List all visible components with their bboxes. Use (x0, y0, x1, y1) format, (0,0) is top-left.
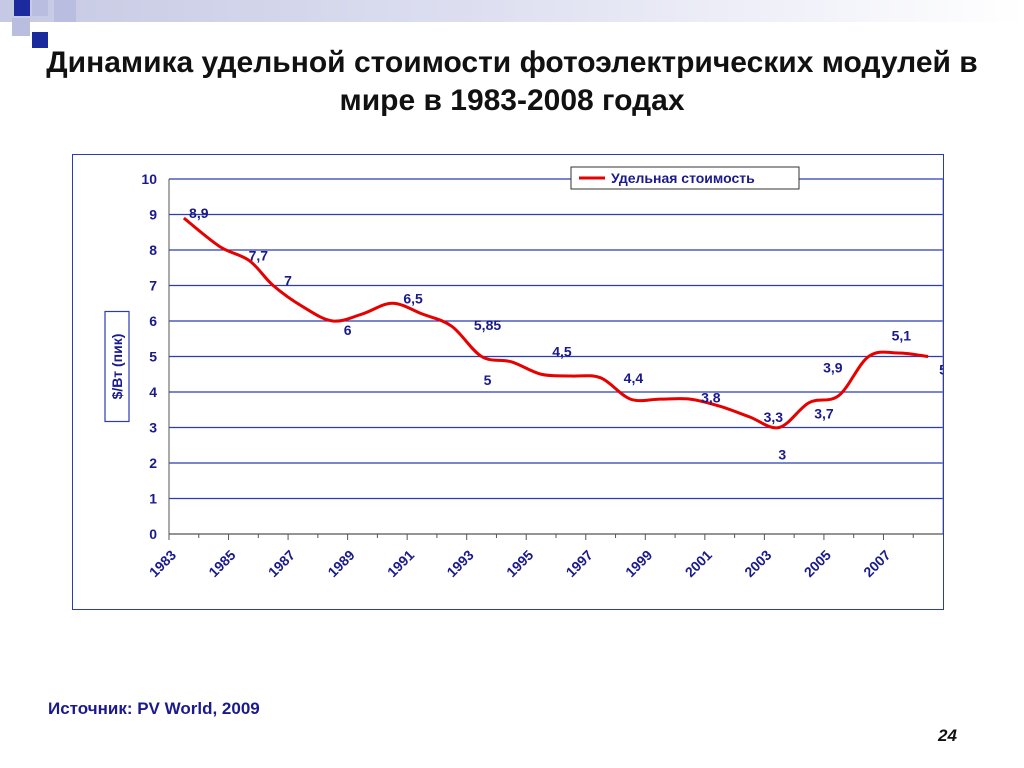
y-tick-label: 0 (149, 526, 157, 542)
y-tick-label: 9 (149, 207, 157, 223)
y-tick-label: 1 (149, 491, 157, 507)
source-note: Источник: PV World, 2009 (48, 699, 260, 718)
chart-frame: 0 1 2 3 4 5 6 7 8 9 10 1983 1985 1987 1989 1991 1993 1995… (72, 154, 944, 610)
y-tick-label: 8 (149, 242, 157, 258)
data-label: 4,5 (552, 344, 572, 360)
x-tick-label: 2001 (682, 547, 715, 580)
x-tick-label: 1989 (324, 547, 357, 580)
series-line (182, 216, 929, 430)
data-label: 4,4 (624, 370, 644, 386)
x-tick-label: 1995 (503, 547, 536, 580)
y-tick-label: 5 (149, 349, 157, 365)
deco-square-light-3 (12, 18, 30, 36)
legend-label: Удельная стоимость (611, 170, 755, 186)
legend: Удельная стоимость (570, 166, 800, 190)
deco-square-dark-1 (14, 0, 30, 16)
data-label: 3 (778, 446, 786, 462)
data-label: 3,7 (814, 406, 834, 422)
data-label: 5 (484, 372, 492, 388)
deco-square-light-1 (32, 0, 48, 16)
x-tick-label: 2005 (801, 547, 834, 580)
x-tick-label: 1985 (205, 547, 238, 580)
data-label: 3,8 (701, 390, 721, 406)
x-tick-label: 1997 (563, 547, 596, 580)
data-label: 3,9 (823, 359, 843, 375)
x-tick-label: 1987 (265, 547, 298, 580)
page-number: 24 (938, 726, 957, 745)
legend-box (570, 166, 800, 190)
data-label: 6,5 (403, 290, 423, 306)
data-label: 5,1 (892, 328, 912, 344)
y-tick-label: 2 (149, 455, 157, 471)
y-axis-title-box (104, 310, 130, 423)
slide-title: Динамика удельной стоимости фотоэлектрич… (46, 46, 978, 117)
data-label: 3,3 (764, 409, 784, 425)
data-label: 7 (284, 273, 292, 289)
y-tick-label: 4 (149, 384, 157, 400)
data-label: 5 (939, 361, 943, 377)
data-label: 5,85 (474, 317, 501, 333)
x-tick-label: 1999 (622, 547, 655, 580)
x-tick-label: 2007 (860, 547, 893, 580)
line-chart: 0 1 2 3 4 5 6 7 8 9 10 1983 1985 1987 1989 1991 1993 1995… (104, 166, 943, 580)
x-tick-label: 1993 (443, 547, 476, 580)
x-tick-label: 1991 (384, 547, 417, 580)
data-label: 7,7 (249, 248, 269, 264)
x-tick-label: 2003 (741, 547, 774, 580)
x-tick-label: 1983 (146, 547, 179, 580)
data-label: 6 (344, 322, 352, 338)
data-label: 8,9 (189, 205, 209, 221)
deco-square-dark-2 (32, 32, 48, 48)
y-tick-label: 6 (149, 313, 157, 329)
y-axis-title: $/Вт (пик) (109, 334, 125, 400)
deco-square-light-2 (54, 0, 76, 22)
y-tick-label: 7 (149, 278, 157, 294)
top-decoration-bar (0, 0, 1024, 22)
y-tick-label: 3 (149, 420, 157, 436)
y-tick-label: 10 (141, 171, 157, 187)
